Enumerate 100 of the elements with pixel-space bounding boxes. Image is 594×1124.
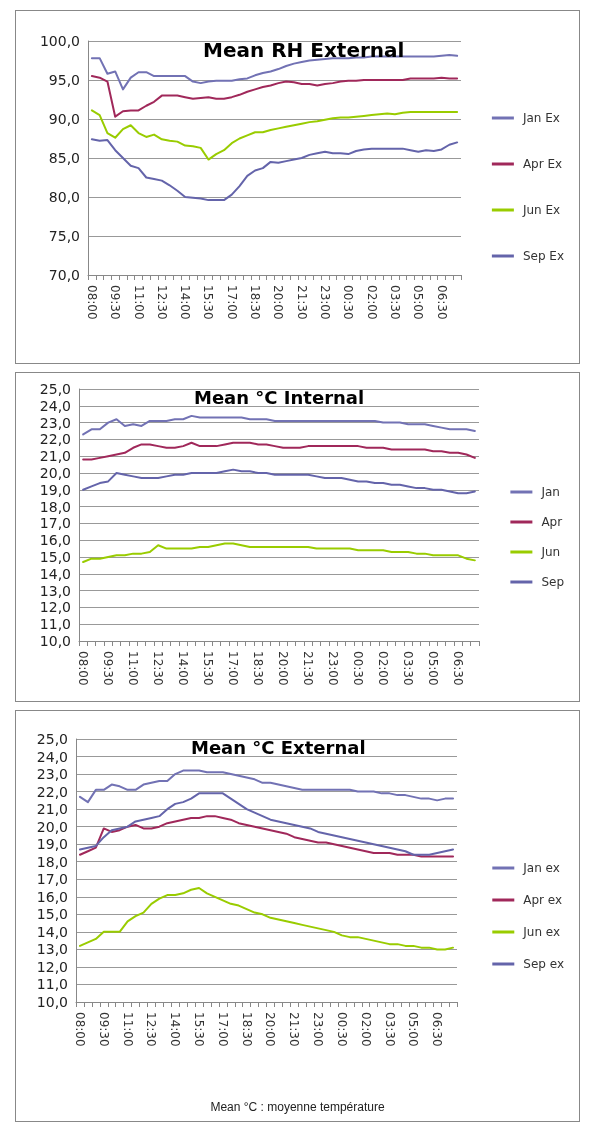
y-tick-label: 15,0 <box>39 549 71 565</box>
x-tick-label: 11:00 <box>131 285 146 320</box>
x-tick-label: 08:00 <box>76 651 91 686</box>
y-tick-label: 19,0 <box>36 836 68 853</box>
y-tick-label: 20,0 <box>36 818 68 835</box>
y-tick-label: 75,0 <box>48 228 80 244</box>
x-tick-label: 11:00 <box>126 651 141 686</box>
line-series <box>82 441 476 461</box>
x-tick-label: 00:30 <box>351 651 366 686</box>
x-tick-label: 05:00 <box>406 1012 421 1047</box>
x-tick-label: 03:30 <box>401 651 416 686</box>
x-tick-label: 00:30 <box>341 285 356 320</box>
x-tick-label: 14:00 <box>178 285 193 320</box>
y-tick-label: 13,0 <box>39 582 71 599</box>
legend-label: Jun ex <box>522 925 561 939</box>
x-tick-label: 02:00 <box>364 285 379 320</box>
legend-label: Jan ex <box>522 861 560 875</box>
x-tick-label: 15:30 <box>201 285 216 320</box>
y-tick-label: 12,0 <box>36 958 68 975</box>
y-tick-label: 24,0 <box>36 748 68 765</box>
y-tick-label: 11,0 <box>36 976 68 993</box>
x-tick-label: 20:00 <box>271 285 286 320</box>
x-tick-label: 03:30 <box>387 285 402 320</box>
legend-label: Jan <box>540 485 560 499</box>
x-tick-label: 14:00 <box>176 651 191 686</box>
x-tick-label: 23:00 <box>326 651 341 686</box>
x-tick-label: 08:00 <box>84 285 99 320</box>
legend-label: Jun Ex <box>521 203 561 217</box>
line-series <box>82 542 476 564</box>
chart-title: Mean °C External <box>191 736 366 758</box>
x-tick-label: 14:00 <box>168 1012 183 1047</box>
line-series <box>78 887 455 951</box>
x-tick-label: 02:00 <box>376 651 391 686</box>
y-tick-label: 17,0 <box>36 871 68 888</box>
y-tick-label: 90,0 <box>48 111 80 127</box>
y-tick-label: 25,0 <box>39 381 71 397</box>
x-tick-label: 08:00 <box>72 1012 87 1047</box>
y-tick-label: 16,0 <box>39 532 71 549</box>
x-tick-label: 20:00 <box>276 651 291 686</box>
x-tick-label: 12:30 <box>151 651 166 686</box>
line-series <box>78 792 455 856</box>
legend-label: Apr <box>541 515 563 529</box>
y-tick-label: 70,0 <box>48 267 80 283</box>
x-tick-label: 05:00 <box>411 285 426 320</box>
y-tick-label: 16,0 <box>36 888 68 905</box>
x-tick-label: 02:00 <box>358 1012 373 1047</box>
legend-label: Apr ex <box>523 893 563 907</box>
x-tick-label: 06:30 <box>451 651 466 686</box>
x-tick-label: 15:30 <box>201 651 216 686</box>
line-series <box>90 75 459 118</box>
y-tick-label: 11,0 <box>39 616 71 633</box>
y-tick-label: 23,0 <box>39 414 71 431</box>
y-tick-label: 15,0 <box>36 906 68 923</box>
y-tick-label: 80,0 <box>48 189 80 205</box>
line-series <box>78 815 455 858</box>
chart-title: Mean RH External <box>203 38 405 62</box>
y-tick-label: 18,0 <box>39 498 71 515</box>
x-tick-label: 11:00 <box>120 1012 135 1047</box>
y-tick-label: 95,0 <box>48 72 80 88</box>
x-tick-label: 12:30 <box>144 1012 159 1047</box>
legend-label: Sep Ex <box>522 249 565 263</box>
x-tick-label: 03:30 <box>382 1012 397 1047</box>
x-tick-label: 09:30 <box>96 1012 111 1047</box>
x-tick-label: 18:30 <box>248 285 263 320</box>
y-tick-label: 22,0 <box>36 783 68 800</box>
text: Mean °C : moyenne température <box>210 1100 385 1114</box>
chart-title: Mean °C Internal <box>194 386 365 408</box>
x-tick-label: 06:30 <box>434 285 449 320</box>
x-tick-label: 18:30 <box>251 651 266 686</box>
x-tick-label: 18:30 <box>239 1012 254 1047</box>
legend-label: Jan Ex <box>521 111 560 125</box>
legend-label: Sep ex <box>523 957 565 971</box>
y-tick-label: 13,0 <box>36 941 68 958</box>
x-tick-label: 21:30 <box>294 285 309 320</box>
x-tick-label: 05:00 <box>426 651 441 686</box>
x-tick-label: 17:00 <box>224 285 239 320</box>
line-series <box>82 414 476 436</box>
x-tick-label: 17:00 <box>226 651 241 686</box>
y-tick-label: 24,0 <box>39 397 71 414</box>
y-tick-label: 18,0 <box>36 853 68 870</box>
x-tick-label: 09:30 <box>101 651 116 686</box>
y-tick-label: 14,0 <box>36 923 68 940</box>
legend-label: Jun <box>540 545 561 559</box>
x-tick-label: 12:30 <box>154 285 169 320</box>
x-tick-label: 15:30 <box>192 1012 207 1047</box>
legend-label: Apr Ex <box>522 157 563 171</box>
x-tick-label: 20:00 <box>263 1012 278 1047</box>
legend-label: Sep <box>541 575 565 589</box>
y-tick-label: 10,0 <box>36 994 68 1010</box>
y-tick-label: 20,0 <box>39 465 71 481</box>
y-tick-label: 14,0 <box>39 565 71 582</box>
y-tick-label: 10,0 <box>39 633 71 649</box>
x-tick-label: 17:00 <box>215 1012 230 1047</box>
y-tick-label: 100,0 <box>39 33 80 49</box>
line-series <box>78 769 455 804</box>
x-tick-label: 09:30 <box>108 285 123 320</box>
line-series <box>90 138 459 202</box>
x-tick-label: 23:00 <box>311 1012 326 1047</box>
y-tick-label: 23,0 <box>36 766 68 783</box>
y-tick-label: 17,0 <box>39 515 71 532</box>
